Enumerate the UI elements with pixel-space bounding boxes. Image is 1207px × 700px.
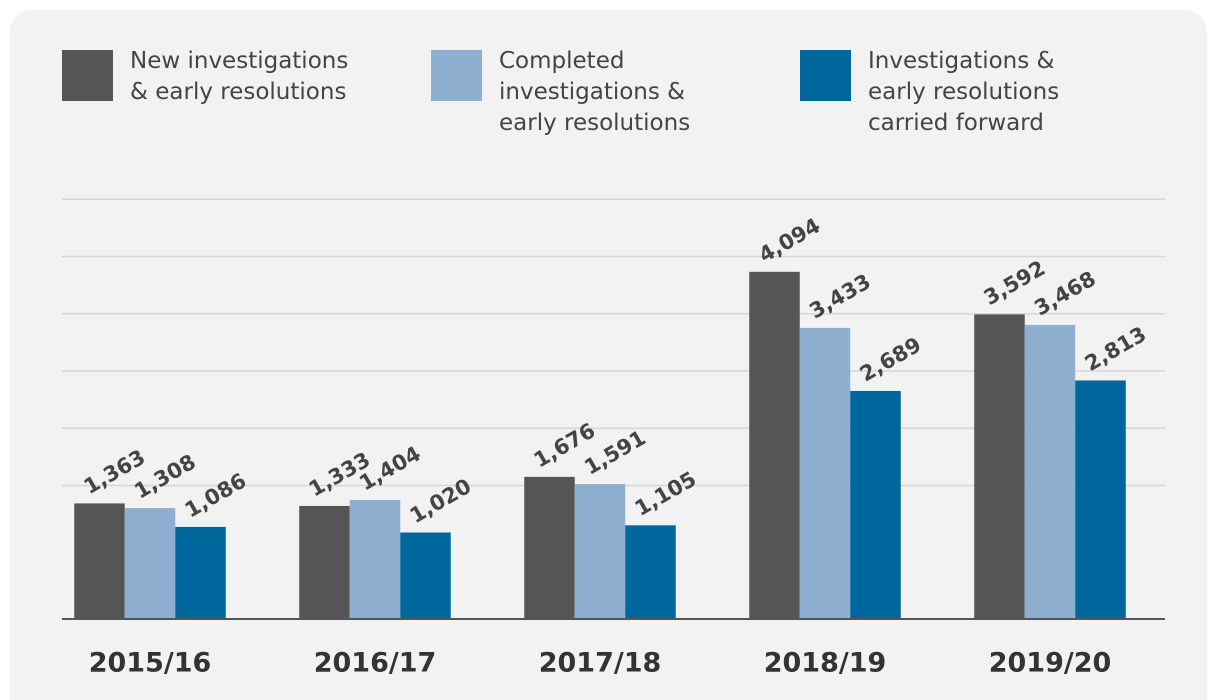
bar (74, 503, 125, 619)
bar (1024, 324, 1076, 619)
legend-item: Investigations & early resolutions carri… (800, 46, 1098, 139)
data-label: 1,086 (181, 468, 251, 522)
legend-label: Investigations & early resolutions carri… (868, 48, 1060, 136)
data-label: 3,433 (805, 269, 875, 323)
bar (574, 484, 626, 619)
data-label: 2,813 (1081, 322, 1151, 376)
data-label: 1,404 (355, 441, 425, 495)
bar (299, 505, 350, 619)
x-tick-label: 2016/17 (314, 648, 437, 679)
legend-label: New investigations & early resolutions (130, 48, 349, 105)
bar (175, 526, 226, 619)
legend-swatch (800, 50, 851, 101)
legend-label: Completed investigations & early resolut… (499, 48, 691, 136)
data-label: 4,094 (755, 213, 825, 267)
legend-item: New investigations & early resolutions (62, 46, 360, 108)
bar (749, 271, 800, 619)
bar (349, 499, 401, 619)
x-tick-label: 2019/20 (989, 648, 1112, 679)
legend-swatch (431, 50, 482, 101)
x-tick-label: 2018/19 (764, 648, 887, 679)
data-label: 2,689 (856, 332, 926, 386)
bar (625, 525, 676, 619)
legend-swatch (62, 50, 113, 101)
bar (974, 314, 1025, 619)
bar (850, 390, 901, 619)
bar (400, 532, 451, 619)
bar (1075, 380, 1126, 619)
legend-item: Completed investigations & early resolut… (431, 46, 729, 139)
data-label: 1,105 (631, 467, 701, 521)
bar (524, 476, 575, 619)
bar (799, 327, 851, 619)
bar (124, 508, 176, 619)
x-tick-label: 2015/16 (89, 648, 212, 679)
data-label: 1,020 (406, 474, 476, 528)
x-tick-label: 2017/18 (539, 648, 662, 679)
